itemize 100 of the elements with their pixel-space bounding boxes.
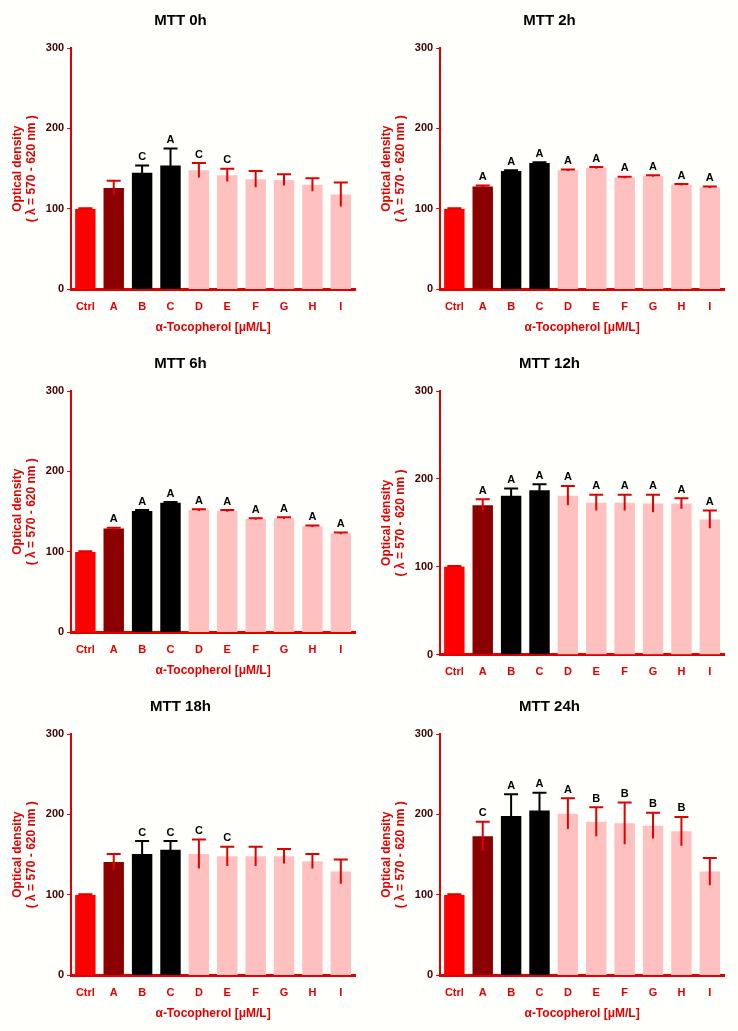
- annotation: A: [308, 509, 317, 522]
- chart-title: MTT 12h: [519, 354, 580, 372]
- x-tick-label: I: [708, 300, 712, 313]
- y-tick-label: 200: [45, 807, 65, 820]
- x-tick-label: E: [223, 300, 231, 313]
- y-axis-title: Optical density ( λ = 570 - 620 nm ): [378, 801, 407, 909]
- annotation: C: [138, 825, 147, 838]
- x-tick-label: C: [535, 300, 544, 313]
- y-tick-label: 300: [414, 727, 434, 740]
- x-tick-label: F: [621, 300, 629, 313]
- annotation: A: [649, 479, 658, 492]
- x-tick-label: I: [339, 986, 343, 999]
- x-tick-label: Ctrl: [75, 300, 95, 313]
- annotation: A: [592, 479, 601, 492]
- x-tick-label: E: [223, 643, 231, 656]
- annotation: A: [280, 501, 289, 514]
- y-axis-title: Optical density ( λ = 570 - 620 nm ): [378, 469, 407, 577]
- x-axis-title: α-Tocopherol [μM/L]: [524, 1006, 640, 1021]
- x-tick-label: C: [166, 986, 175, 999]
- annotation: A: [535, 146, 544, 159]
- x-tick-label: D: [563, 986, 572, 999]
- y-tick-label: 300: [45, 384, 65, 397]
- x-tick-label: I: [708, 665, 712, 678]
- x-tick-label: I: [708, 986, 712, 999]
- y-tick-label: 300: [414, 384, 434, 397]
- x-tick-label: D: [563, 665, 572, 678]
- annotation: B: [649, 797, 658, 810]
- x-tick-label: C: [166, 643, 175, 656]
- x-tick-label: D: [194, 643, 203, 656]
- annotation: A: [620, 161, 629, 174]
- x-tick-label: H: [308, 300, 317, 313]
- x-tick-label: Ctrl: [75, 986, 95, 999]
- x-tick-label: A: [109, 986, 118, 999]
- chart-title: MTT 6h: [154, 354, 207, 372]
- x-tick-label: B: [138, 643, 147, 656]
- x-tick-label: G: [648, 300, 658, 313]
- y-tick-label: 200: [45, 464, 65, 477]
- annotation: A: [223, 494, 232, 507]
- annotation: A: [592, 151, 601, 164]
- x-tick-label: G: [279, 300, 289, 313]
- annotation: A: [705, 495, 714, 508]
- y-axis-title: Optical density ( λ = 570 - 620 nm ): [9, 458, 38, 566]
- annotation: A: [563, 470, 572, 483]
- x-tick-label: G: [279, 986, 289, 999]
- x-tick-label: H: [677, 986, 686, 999]
- y-tick-label: 0: [58, 282, 65, 295]
- y-axis-title: Optical density ( λ = 570 - 620 nm ): [9, 801, 38, 909]
- annotation: A: [507, 473, 516, 486]
- annotation: A: [478, 483, 487, 496]
- chart-title: MTT 0h: [154, 11, 207, 29]
- annotation: C: [223, 831, 232, 844]
- y-tick-label: 0: [427, 968, 434, 981]
- annotation: C: [194, 147, 203, 160]
- annotation: A: [478, 170, 487, 183]
- x-tick-label: H: [677, 300, 686, 313]
- x-tick-label: G: [648, 986, 658, 999]
- x-tick-label: B: [138, 300, 147, 313]
- y-tick-label: 0: [427, 647, 434, 660]
- y-tick-label: 100: [45, 201, 65, 214]
- x-tick-label: G: [279, 643, 289, 656]
- y-tick-label: 100: [414, 201, 434, 214]
- annotation: C: [223, 153, 232, 166]
- x-tick-label: I: [339, 300, 343, 313]
- y-tick-label: 200: [414, 807, 434, 820]
- x-tick-label: F: [252, 986, 260, 999]
- y-tick-label: 200: [414, 471, 434, 484]
- x-tick-label: C: [535, 986, 544, 999]
- x-tick-label: A: [109, 643, 118, 656]
- x-tick-label: D: [194, 300, 203, 313]
- x-tick-label: F: [621, 665, 629, 678]
- chart-title: MTT 24h: [519, 697, 580, 715]
- x-tick-label: E: [592, 665, 600, 678]
- x-tick-label: G: [648, 665, 658, 678]
- y-tick-label: 0: [58, 968, 65, 981]
- y-tick-label: 100: [414, 559, 434, 572]
- x-tick-label: A: [478, 665, 487, 678]
- y-tick-label: 100: [45, 887, 65, 900]
- x-tick-label: F: [621, 986, 629, 999]
- y-tick-label: 0: [427, 282, 434, 295]
- x-tick-label: E: [592, 986, 600, 999]
- x-tick-label: A: [109, 300, 118, 313]
- annotation: A: [677, 482, 686, 495]
- annotation: A: [507, 778, 516, 791]
- x-tick-label: D: [194, 986, 203, 999]
- x-tick-label: A: [478, 300, 487, 313]
- x-axis-title: α-Tocopherol [μM/L]: [155, 320, 271, 335]
- annotation: C: [138, 150, 147, 163]
- x-tick-label: F: [252, 300, 260, 313]
- x-tick-label: H: [308, 986, 317, 999]
- x-tick-label: Ctrl: [444, 665, 464, 678]
- annotation: A: [677, 168, 686, 181]
- annotation: A: [535, 777, 544, 790]
- annotation: A: [138, 494, 147, 507]
- y-tick-label: 0: [58, 625, 65, 638]
- annotation: A: [563, 154, 572, 167]
- y-tick-label: 200: [414, 121, 434, 134]
- y-tick-label: 200: [45, 121, 65, 134]
- x-tick-label: C: [535, 665, 544, 678]
- x-tick-label: B: [507, 300, 516, 313]
- x-axis-title: α-Tocopherol [μM/L]: [155, 1006, 271, 1021]
